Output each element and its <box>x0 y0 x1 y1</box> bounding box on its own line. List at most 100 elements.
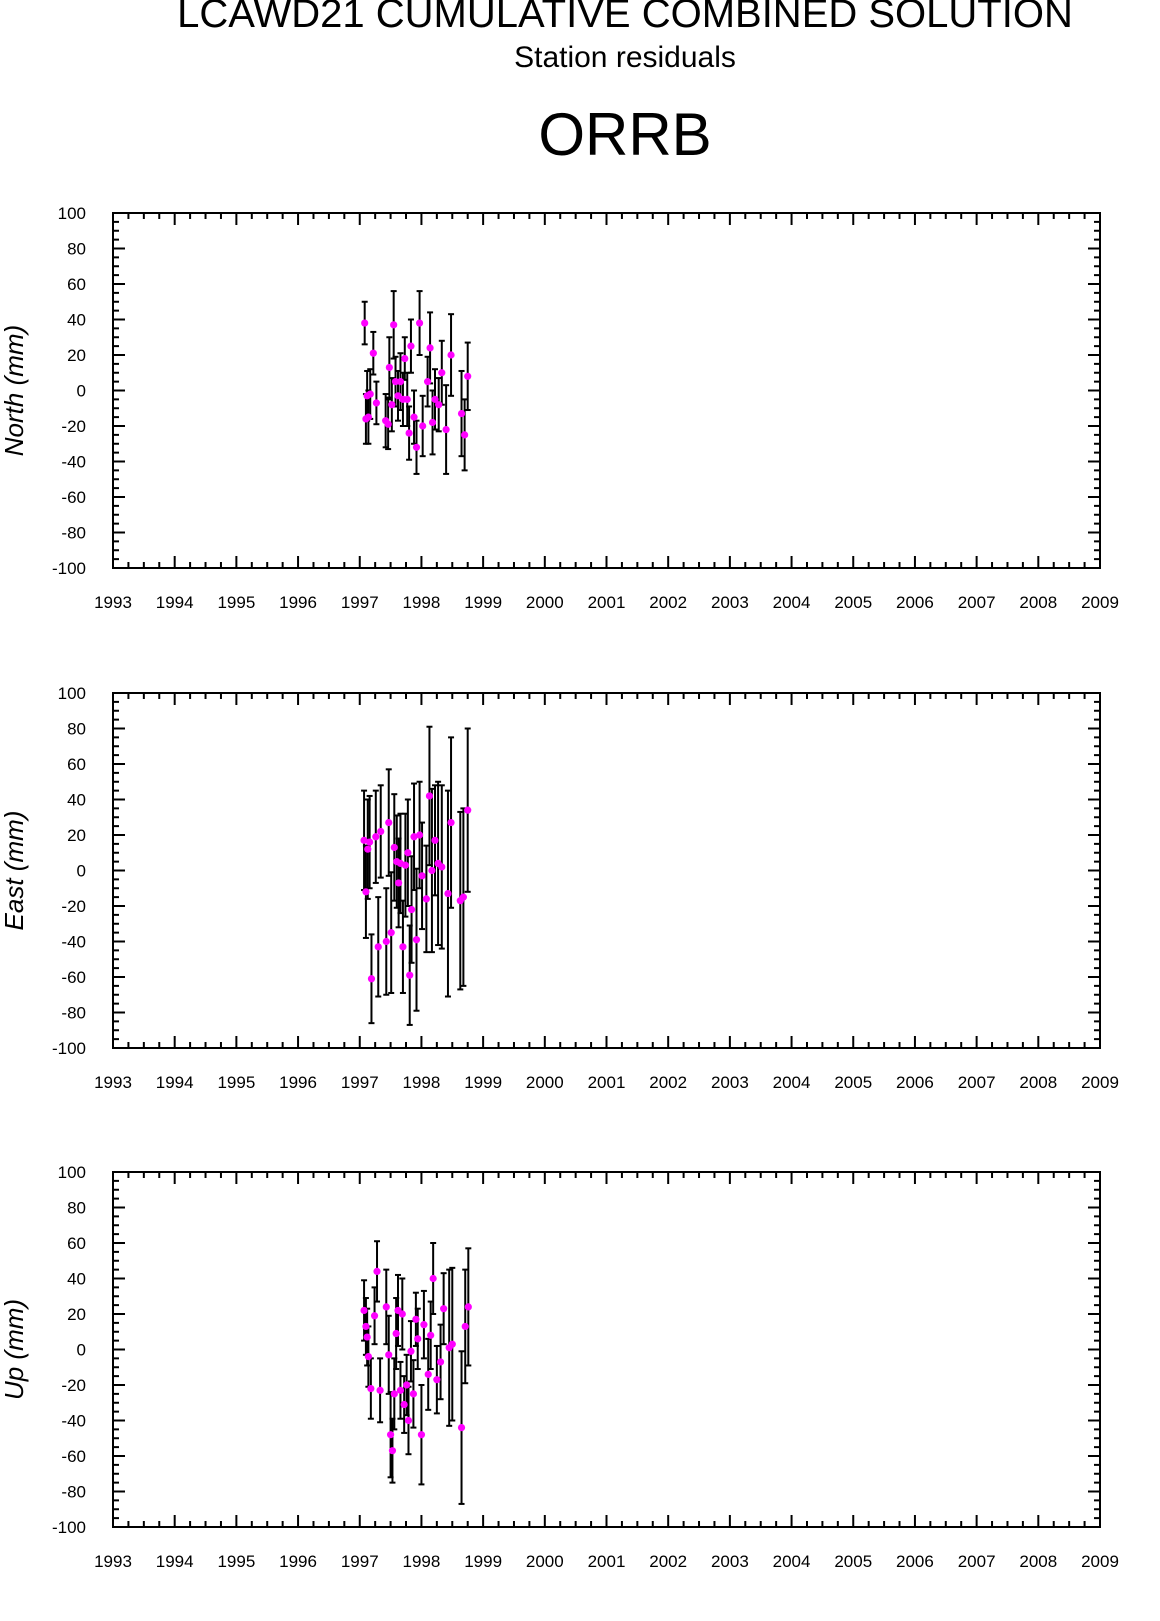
panel2-x-tick-label: 1993 <box>94 1073 132 1092</box>
panel2-y-tick-label: -100 <box>52 1039 86 1058</box>
panel1-data-point <box>405 429 413 437</box>
panel2-x-tick-label: 2007 <box>958 1073 996 1092</box>
panel1-y-axis-label: North (mm) <box>0 325 29 456</box>
panel3-y-tick-label: 100 <box>58 1163 86 1182</box>
panel2-x-tick-label: 1994 <box>156 1073 194 1092</box>
panel3-x-tick-label: 2009 <box>1081 1552 1119 1571</box>
panel3-x-tick-label: 1995 <box>217 1552 255 1571</box>
panel3-data-point <box>370 1312 379 1320</box>
panel1-y-tick-label: 100 <box>58 204 86 223</box>
panel3-data-point <box>440 1305 448 1313</box>
panel2-data-point <box>438 863 446 871</box>
panel3-data-point <box>417 1431 426 1439</box>
panel2-data-point <box>387 929 395 937</box>
panel2-data-point <box>366 838 374 846</box>
panel2-x-tick-label: 2006 <box>896 1073 934 1092</box>
panel3-data-point <box>373 1267 381 1275</box>
panel1-y-tick-label: -80 <box>61 524 86 543</box>
panel1-data-point <box>384 420 392 428</box>
panel3-x-tick-label: 1998 <box>403 1552 441 1571</box>
panel3-data-point <box>461 1322 469 1331</box>
panel2-y-tick-label: -40 <box>61 933 86 952</box>
panel1-data-point <box>435 401 443 409</box>
panel1-data-point <box>461 431 469 439</box>
panel2-data-point <box>410 833 418 841</box>
panel3-x-tick-label: 1993 <box>94 1552 132 1571</box>
panel3-y-tick-label: 0 <box>77 1341 86 1360</box>
panel3-y-tick-label: -40 <box>61 1412 86 1431</box>
panel3-data-point <box>409 1390 418 1398</box>
panel3-data-point <box>396 1386 405 1394</box>
panel1-y-tick-label: 80 <box>67 240 86 259</box>
panel2-y-axis-label: East (mm) <box>0 811 29 931</box>
panel3-x-tick-label: 1996 <box>279 1552 317 1571</box>
panel2-data-point <box>382 937 390 946</box>
panel1-x-tick-label: 2003 <box>711 593 749 612</box>
panel3-data-point <box>412 1315 420 1323</box>
panel1-x-tick-label: 1993 <box>94 593 132 612</box>
panel3-data-point <box>448 1340 456 1348</box>
panel2-y-tick-label: 20 <box>67 826 86 845</box>
panel1-data-point <box>426 344 434 352</box>
panel3-data-point <box>424 1370 432 1378</box>
panel1-data-point <box>438 369 446 377</box>
panel1-y-tick-label: 40 <box>67 311 86 330</box>
panel1-data-point <box>366 390 374 398</box>
panel3-y-tick-label: 40 <box>67 1270 86 1289</box>
panel3-data-point <box>400 1400 408 1409</box>
panel3-plot-frame <box>112 1171 1101 1528</box>
panel3-y-tick-label: -100 <box>52 1518 86 1537</box>
panel3-y-tick-label: 60 <box>67 1234 86 1253</box>
panel3-data-point <box>436 1358 445 1366</box>
panel3-x-tick-label: 2003 <box>711 1552 749 1571</box>
panel2-plot-frame <box>112 692 1101 1049</box>
panel1-data-point <box>442 425 450 434</box>
panel2-y-tick-label: -20 <box>61 897 86 916</box>
panel3-y-tick-label: 20 <box>67 1305 86 1324</box>
chart-subtitle: Station residuals <box>514 41 736 74</box>
panel1-x-tick-label: 2005 <box>834 593 872 612</box>
panel3-data-point <box>390 1390 398 1398</box>
panel2-x-tick-label: 1999 <box>464 1073 502 1092</box>
panel3-data-point <box>367 1384 375 1393</box>
panel2-y-tick-label: 100 <box>58 684 86 703</box>
panel1-x-tick-label: 1997 <box>341 593 379 612</box>
panel2-y-tick-label: -80 <box>61 1004 86 1023</box>
panel3-y-tick-label: -60 <box>61 1447 86 1466</box>
panel2-data-point <box>374 943 382 951</box>
station-name: ORRB <box>538 101 712 168</box>
panel2-y-tick-label: 40 <box>67 791 86 810</box>
panel1-data-point <box>415 319 424 327</box>
panel2-y-tick-label: 0 <box>77 862 86 881</box>
panel1-x-tick-label: 1996 <box>279 593 317 612</box>
panel2-x-tick-label: 2005 <box>834 1073 872 1092</box>
panel1-data-point <box>403 395 411 403</box>
panel1-x-tick-label: 1995 <box>217 593 255 612</box>
panel1-data-point <box>372 399 381 407</box>
panel2-y-tick-label: 60 <box>67 755 86 774</box>
panel3-data-point <box>457 1424 466 1432</box>
panel2-x-tick-label: 1996 <box>279 1073 317 1092</box>
panel1-data-point <box>410 413 418 421</box>
panel3-data-point <box>420 1321 428 1329</box>
panel1-data-point <box>391 378 400 386</box>
panel1-x-tick-label: 2000 <box>526 593 564 612</box>
panel2-x-tick-label: 1995 <box>217 1073 255 1092</box>
panel3-data-point <box>360 1306 368 1315</box>
panel2-data-point <box>444 889 452 898</box>
panel3-data-point <box>433 1376 441 1384</box>
panel1-plot-frame <box>112 212 1101 569</box>
panel2-data-point <box>422 895 430 903</box>
panel1-data-point <box>428 418 437 427</box>
panel1-x-tick-label: 2001 <box>588 593 626 612</box>
panel1-data-point <box>464 372 472 380</box>
panel3-data-point <box>407 1347 415 1355</box>
panel3-data-point <box>392 1329 400 1338</box>
panel3-data-point <box>414 1335 422 1343</box>
panel3-data-point <box>376 1386 384 1394</box>
panel1-y-tick-label: 20 <box>67 346 86 365</box>
panel3-data-point <box>363 1333 371 1341</box>
panel2-data-point <box>362 888 370 896</box>
panel3-x-tick-label: 2006 <box>896 1552 934 1571</box>
